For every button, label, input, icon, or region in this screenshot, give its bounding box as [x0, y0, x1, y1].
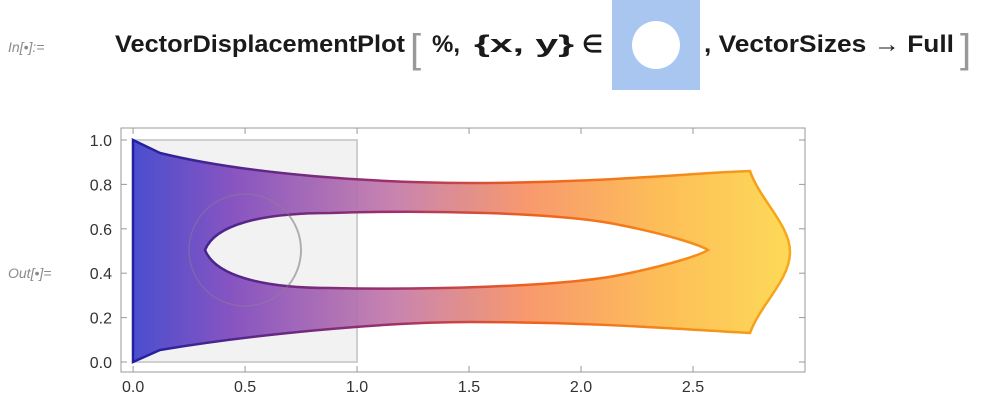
variables: {x, y} — [474, 31, 574, 58]
function-name: VectorDisplacementPlot — [115, 31, 405, 58]
y-tick-label: 0.0 — [90, 355, 112, 372]
displaced-region — [131, 138, 792, 364]
x-tick-label: 2.0 — [570, 379, 592, 396]
bracket: ] — [960, 27, 971, 71]
y-tick-label: 0.6 — [90, 222, 112, 239]
y-tick-label: 0.4 — [90, 266, 112, 283]
x-tick-label: 2.5 — [682, 379, 704, 396]
argument: %, — [432, 31, 460, 58]
original-circle-overlay — [188, 193, 302, 307]
x-tick-label: 0.0 — [122, 379, 144, 396]
x-tick-label: 1.0 — [346, 379, 368, 396]
bracket: [ — [410, 27, 421, 71]
element-symbol: ∈ — [582, 31, 603, 58]
plot-frame — [120, 127, 806, 373]
y-tick-label: 1.0 — [90, 133, 112, 150]
x-tick-label: 0.5 — [234, 379, 256, 396]
x-tick-label: 1.5 — [458, 379, 480, 396]
y-tick-label: 0.8 — [90, 177, 112, 194]
region-disk — [632, 21, 680, 69]
input-label: In[•]:= — [8, 39, 44, 55]
output-label: Out[•]= — [8, 265, 51, 281]
option: , VectorSizes → Full — [704, 31, 954, 58]
y-tick-label: 0.2 — [90, 311, 112, 328]
